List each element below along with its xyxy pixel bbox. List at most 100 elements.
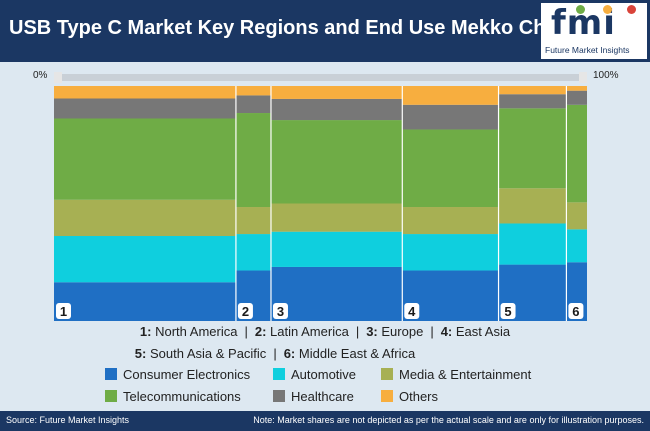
region-key-line-2: 5: South Asia & Pacific | 6: Middle East &…	[0, 346, 600, 361]
segment-4-telecommunications	[402, 129, 499, 208]
region-key-name-1: North America	[155, 324, 238, 339]
region-key-name-6: Middle East & Africa	[298, 346, 416, 361]
logo-subtitle: Future Market Insights	[545, 45, 630, 55]
segment-5-telecommunications	[498, 108, 567, 189]
legend-swatch	[381, 390, 393, 402]
region-key-num-5: 5:	[134, 346, 147, 361]
segment-1-consumer-electronics	[54, 282, 236, 321]
segment-5-media-entertainment	[498, 188, 567, 224]
region-key-num-2: 2:	[254, 324, 267, 339]
segment-4-others	[402, 86, 499, 105]
separator: |	[430, 324, 434, 339]
axis-start-label: 0%	[33, 70, 48, 81]
region-key-num-6: 6:	[283, 346, 296, 361]
mekko-column-6: 6	[565, 86, 587, 321]
segment-4-automotive	[402, 234, 499, 271]
legend-swatch	[105, 368, 117, 380]
chart-title: USB Type C Market Key Regions and End Us…	[9, 17, 571, 39]
axis-track	[54, 74, 587, 81]
legend-swatch	[105, 390, 117, 402]
segment-1-others	[54, 86, 236, 99]
segment-3-telecommunications	[270, 120, 403, 204]
segment-6-others	[566, 86, 587, 91]
segment-2-media-entertainment	[235, 207, 271, 235]
mekko-column-3: 3	[270, 86, 403, 321]
region-key-name-3: Europe	[381, 324, 424, 339]
mekko-column-5: 5	[497, 86, 567, 321]
legend-others: Others	[381, 389, 438, 404]
logo-dot-red	[627, 5, 636, 14]
legend-swatch	[273, 368, 285, 380]
legend-swatch	[273, 390, 285, 402]
legend-media-entertainment: Media & Entertainment	[381, 367, 531, 382]
fmi-logo: fmi Future Market Insights	[541, 3, 647, 59]
mekko-column-1: 1	[54, 86, 236, 321]
disclaimer-note: Note: Market shares are not depicted as …	[253, 415, 644, 425]
segment-5-automotive	[498, 223, 567, 265]
region-key-num-3: 3:	[366, 324, 378, 339]
logo-dot-orange	[603, 5, 612, 14]
column-number-label: 2	[242, 304, 249, 319]
separator: |	[244, 324, 248, 339]
column-badge	[500, 303, 516, 319]
separator: |	[273, 346, 277, 361]
segment-4-media-entertainment	[402, 207, 499, 235]
column-number-label: 4	[408, 304, 416, 319]
mekko-column-4: 4	[401, 86, 499, 321]
segment-2-automotive	[235, 234, 271, 271]
axis-end-marker	[579, 72, 587, 83]
segment-1-automotive	[54, 236, 236, 283]
segment-3-healthcare	[270, 98, 403, 121]
segment-6-automotive	[566, 229, 587, 263]
separator: |	[355, 324, 360, 339]
segment-6-healthcare	[566, 90, 587, 105]
logo-dot-green	[576, 5, 585, 14]
axis-end-label: 100%	[593, 70, 619, 81]
legend-label: Automotive	[291, 367, 357, 382]
column-badge	[237, 303, 253, 319]
segment-6-media-entertainment	[566, 202, 587, 230]
header-bar: USB Type C Market Key Regions and End Us…	[0, 0, 650, 62]
column-number-label: 5	[504, 304, 511, 319]
column-badge	[56, 303, 71, 319]
segment-2-telecommunications	[235, 113, 271, 208]
segment-3-automotive	[270, 231, 403, 267]
column-number-label: 6	[572, 304, 579, 319]
segment-2-healthcare	[235, 95, 271, 114]
legend-telecommunications: Telecommunications	[105, 389, 241, 404]
mekko-column-2: 2	[235, 86, 271, 321]
segment-3-others	[270, 86, 403, 99]
region-key-line-1: 1: North America | 2: Latin America | 3: Eur…	[0, 324, 650, 339]
column-number-label: 1	[60, 304, 67, 319]
region-key-num-4: 4:	[440, 324, 453, 339]
footer-bar: Source: Future Market Insights Note: Mar…	[0, 411, 650, 431]
legend-automotive: Automotive	[273, 367, 356, 382]
legend-label: Media & Entertainment	[399, 367, 532, 382]
region-key-name-2: Latin America	[270, 324, 349, 339]
segment-3-consumer-electronics	[270, 266, 403, 321]
column-number-label: 3	[277, 304, 284, 319]
segment-5-others	[498, 86, 567, 95]
segment-1-healthcare	[54, 98, 236, 119]
legend-label: Healthcare	[291, 389, 354, 404]
legend-label: Telecommunications	[123, 389, 241, 404]
column-badge	[404, 303, 420, 319]
region-key-name-5: South Asia & Pacific	[149, 346, 267, 361]
source-note: Source: Future Market Insights	[6, 415, 130, 425]
segment-4-healthcare	[402, 104, 499, 130]
segment-1-media-entertainment	[54, 199, 236, 236]
column-badge	[568, 303, 584, 319]
region-key-name-4: East Asia	[455, 324, 511, 339]
legend-swatch	[381, 368, 393, 380]
segment-1-telecommunications	[54, 118, 236, 200]
legend-healthcare: Healthcare	[273, 389, 354, 404]
legend-label: Consumer Electronics	[123, 367, 251, 382]
legend-label: Others	[399, 389, 439, 404]
region-key-num-1: 1:	[139, 324, 152, 339]
segment-6-telecommunications	[566, 104, 587, 203]
legend-consumer-electronics: Consumer Electronics	[105, 367, 250, 382]
axis-start-marker	[54, 72, 62, 83]
segment-5-healthcare	[498, 94, 567, 109]
segment-3-media-entertainment	[270, 203, 403, 232]
